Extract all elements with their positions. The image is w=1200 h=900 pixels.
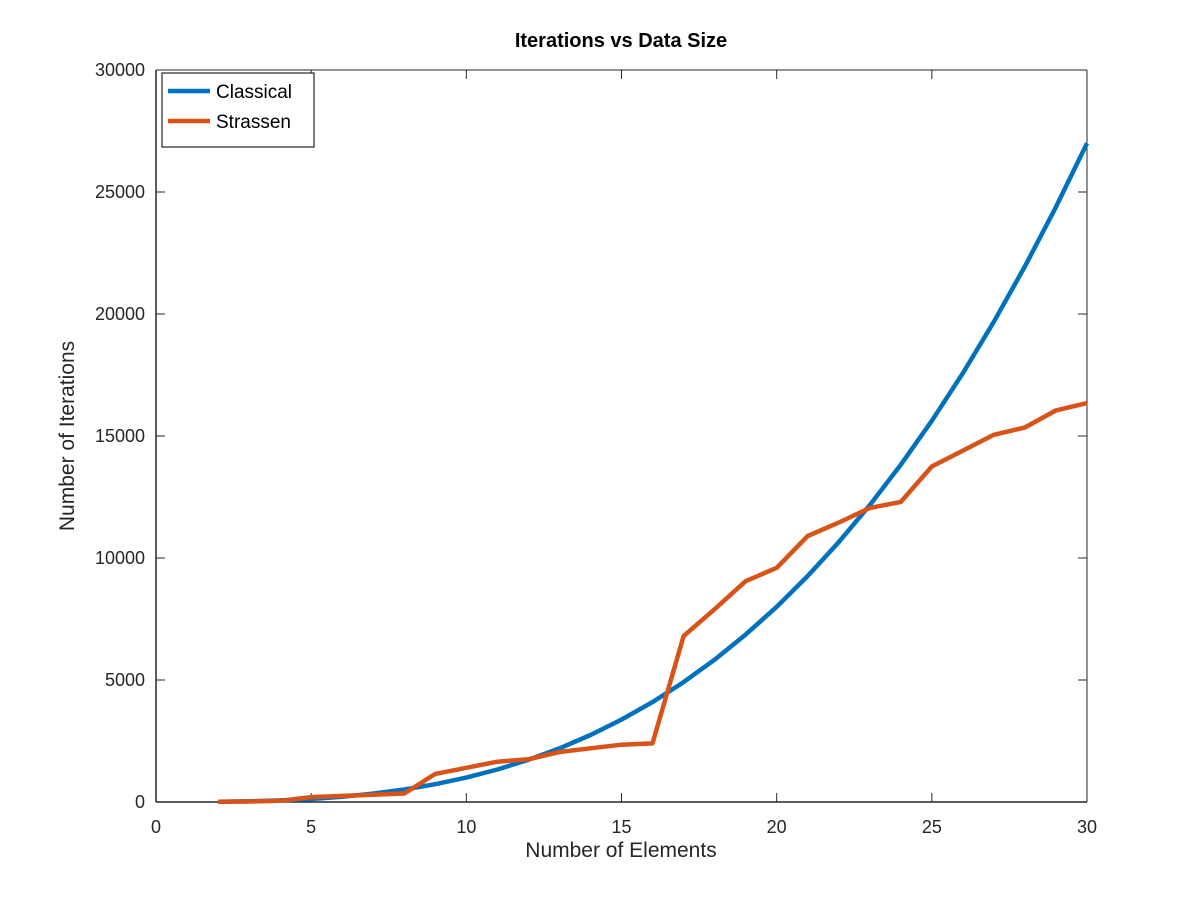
y-tick-label: 5000 [105, 670, 145, 690]
x-tick-label: 10 [456, 817, 476, 837]
x-tick-label: 20 [767, 817, 787, 837]
y-tick-label: 30000 [95, 60, 145, 80]
y-tick-label: 10000 [95, 548, 145, 568]
legend-label-classical: Classical [216, 82, 292, 103]
legend-box [161, 72, 315, 148]
chart-title: Iterations vs Data Size [515, 30, 727, 52]
x-tick-label: 15 [611, 817, 631, 837]
series-line-strassen [218, 400, 1088, 805]
x-axis-label: Number of Elements [525, 839, 716, 862]
x-tick-label: 30 [1077, 817, 1097, 837]
x-tick-label: 25 [922, 817, 942, 837]
y-tick-label: 20000 [95, 304, 145, 324]
y-tick-label: 25000 [95, 182, 145, 202]
y-axis-label: Number of Iterations [56, 341, 79, 531]
x-tick-label: 5 [306, 817, 316, 837]
y-tick-label: 0 [135, 792, 145, 812]
x-tick-label: 0 [151, 817, 161, 837]
legend-label-strassen: Strassen [216, 112, 291, 133]
y-tick-label: 15000 [95, 426, 145, 446]
